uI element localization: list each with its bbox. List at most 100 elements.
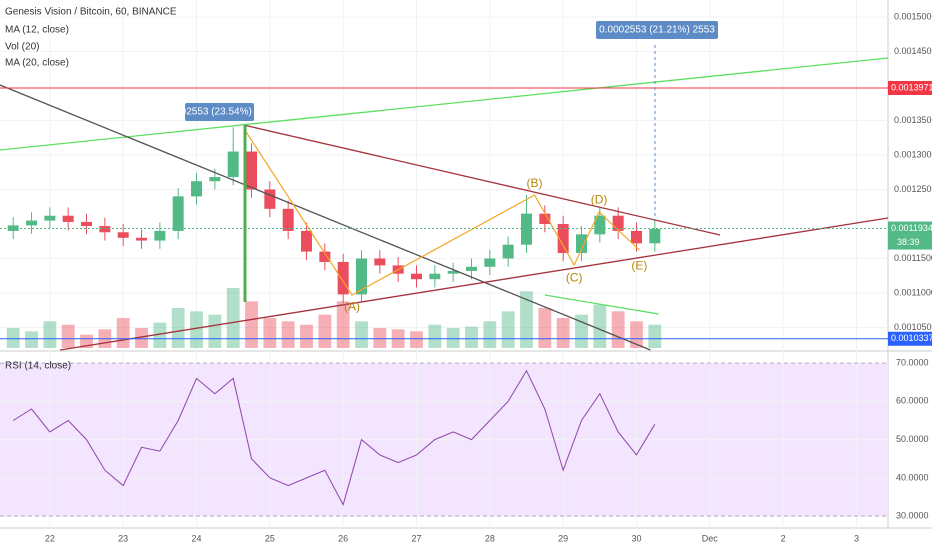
- candle-body: [154, 230, 166, 241]
- volume-bar: [538, 308, 552, 348]
- candle-body: [301, 230, 313, 252]
- price-label-box: [888, 221, 932, 236]
- candle-body: [429, 273, 441, 280]
- volume-bar: [648, 324, 662, 348]
- volume-bar: [355, 321, 368, 348]
- countdown-box: [888, 235, 932, 250]
- candle-body: [447, 270, 459, 274]
- volume-bar: [630, 321, 643, 348]
- candle-body: [191, 181, 203, 197]
- volume-bar: [556, 318, 570, 348]
- volume-bar: [43, 321, 57, 348]
- volume-bar: [171, 308, 185, 348]
- candle-body: [99, 226, 111, 233]
- volume-bar: [520, 291, 533, 348]
- trendline: [544, 294, 659, 315]
- x-tick-label: 30: [631, 533, 641, 543]
- candle-body: [594, 215, 606, 235]
- volume-bar: [501, 311, 515, 348]
- volume-bar: [410, 331, 423, 348]
- volume-bar: [135, 328, 148, 348]
- legend-entry: MA (12, close): [5, 25, 69, 36]
- volume-bar: [318, 314, 332, 348]
- candle-body: [246, 151, 258, 190]
- candle-body: [62, 215, 74, 222]
- annotation: 0.0002553 (23.54%) 2553: [161, 107, 277, 118]
- wave-label: (B): [527, 176, 543, 190]
- trendline: [244, 124, 721, 236]
- y-tick-label: 30.0000: [896, 511, 929, 521]
- x-tick-label: 27: [411, 533, 421, 543]
- candle-body: [649, 228, 661, 244]
- candle-body: [539, 213, 551, 224]
- wave-label: (C): [566, 271, 583, 285]
- candle-body: [264, 189, 276, 209]
- wave-label: (A): [344, 300, 360, 314]
- candle-body: [136, 237, 148, 241]
- price-label-box: [888, 80, 932, 95]
- volume-bar: [465, 326, 478, 348]
- volume-bar: [208, 314, 222, 348]
- y-tick-label: 50.0000: [896, 434, 929, 444]
- y-tick-label: 40.0000: [896, 472, 929, 482]
- wave-label: (D): [591, 193, 608, 207]
- volume-bar: [263, 318, 277, 348]
- price-label-box: [888, 331, 932, 346]
- candle-body: [26, 220, 38, 226]
- rsi-line: [12, 369, 656, 506]
- volume-bar: [153, 322, 167, 348]
- x-tick-label: 23: [118, 533, 128, 543]
- x-tick-label: 22: [45, 533, 55, 543]
- legend-entry: MA (20, close): [5, 58, 69, 69]
- price-label: 0.0011934: [891, 223, 932, 233]
- candle-body: [484, 258, 496, 267]
- x-tick-label: 28: [485, 533, 495, 543]
- wave-path: [244, 129, 640, 296]
- volume-bar: [190, 311, 203, 348]
- x-tick-label: 25: [265, 533, 275, 543]
- annotation-box: [596, 21, 718, 39]
- x-tick-label: 26: [338, 533, 348, 543]
- y-tick-label: 0.0011500: [894, 253, 932, 263]
- candle-body: [630, 230, 642, 244]
- candle-body: [227, 151, 239, 178]
- y-tick-label: 60.0000: [896, 396, 929, 406]
- candle-body: [612, 215, 624, 231]
- x-tick-label: 24: [192, 533, 202, 543]
- candle-body: [337, 261, 349, 295]
- candle-body: [209, 177, 221, 182]
- volume-bar: [428, 324, 442, 348]
- y-tick-label: 0.0010500: [894, 322, 932, 332]
- volume-bar: [336, 301, 350, 348]
- wave-label: (E): [631, 258, 647, 272]
- candle-body: [374, 258, 386, 266]
- candle-body: [81, 221, 93, 227]
- price-label: 0.0010337: [891, 333, 932, 343]
- volume-bar: [61, 324, 75, 348]
- candle-body: [575, 234, 587, 253]
- volume-bar: [25, 331, 38, 348]
- volume-bar: [483, 321, 497, 348]
- x-tick-label: 3: [854, 533, 859, 543]
- x-tick-label: 29: [558, 533, 568, 543]
- annotation: 0.0002553 (21.21%) 2553: [599, 25, 715, 36]
- y-tick-label: 70.0000: [896, 357, 929, 367]
- volume-bar: [281, 321, 295, 348]
- volume-bar: [245, 301, 258, 348]
- volume-bar: [373, 328, 387, 348]
- trendline: [60, 217, 889, 351]
- candle-body: [411, 273, 423, 280]
- chart-title: Genesis Vision / Bitcoin, 60, BINANCE: [5, 7, 177, 18]
- volume-bar: [446, 328, 460, 348]
- candle-body: [356, 258, 368, 295]
- candle-body: [557, 223, 569, 253]
- price-label: 0.0013971: [891, 82, 932, 92]
- countdown: 38:39: [897, 237, 920, 247]
